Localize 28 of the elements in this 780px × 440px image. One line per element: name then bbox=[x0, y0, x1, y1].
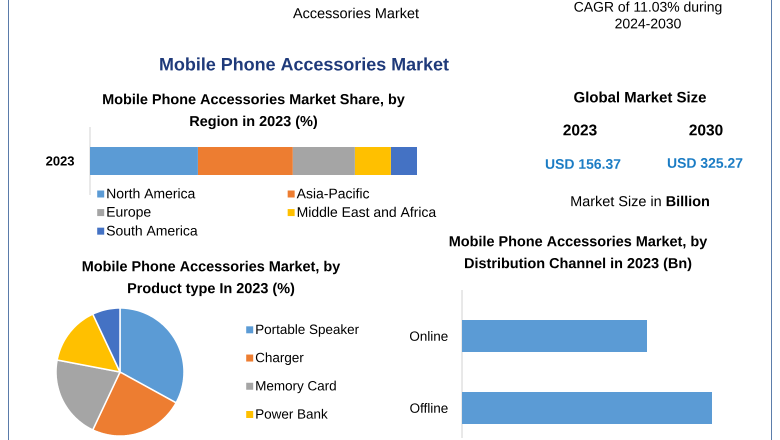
bar bbox=[198, 146, 293, 175]
legend-label: Portable Speaker bbox=[256, 324, 359, 337]
text: 2023 bbox=[563, 124, 597, 136]
legend-label: Charger bbox=[256, 352, 304, 365]
legend-label: South America bbox=[106, 225, 198, 236]
legend-label: Europe bbox=[107, 207, 151, 220]
legend-label: Power Bank bbox=[256, 408, 328, 419]
text: USD 156.37 bbox=[546, 159, 620, 169]
bar bbox=[292, 146, 355, 175]
legend-label: Memory Card bbox=[256, 380, 336, 394]
bar bbox=[390, 146, 418, 175]
bar bbox=[90, 146, 198, 175]
chart-title: Mobile Phone Accessories Market Share, by Region in 2023 (%) bbox=[103, 94, 405, 130]
text: Market Size in Billion bbox=[571, 196, 709, 206]
text: Mobile Phone Accessories Market bbox=[160, 57, 449, 71]
text: 2030 bbox=[689, 124, 723, 136]
text: USD 325.27 bbox=[668, 158, 742, 168]
legend-label: Asia-Pacific bbox=[296, 188, 370, 198]
chart-title: Mobile Phone Accessories Market, by Distribution Channel in 2023 (Bn) bbox=[450, 236, 708, 272]
bar bbox=[354, 146, 391, 175]
text: Accessories Market bbox=[293, 8, 419, 18]
legend-label: Middle East and Africa bbox=[298, 206, 436, 218]
chart-title: Mobile Phone Accessories Market, by Product type In 2023 (%) bbox=[82, 260, 340, 296]
text: CAGR of 11.03% during 2024-2030 bbox=[574, 2, 722, 28]
text: Global Market Size bbox=[574, 92, 706, 102]
y-tick-label: Online bbox=[410, 331, 448, 341]
y-tick-label: Offline bbox=[410, 403, 448, 413]
legend-label: North America bbox=[107, 188, 196, 198]
